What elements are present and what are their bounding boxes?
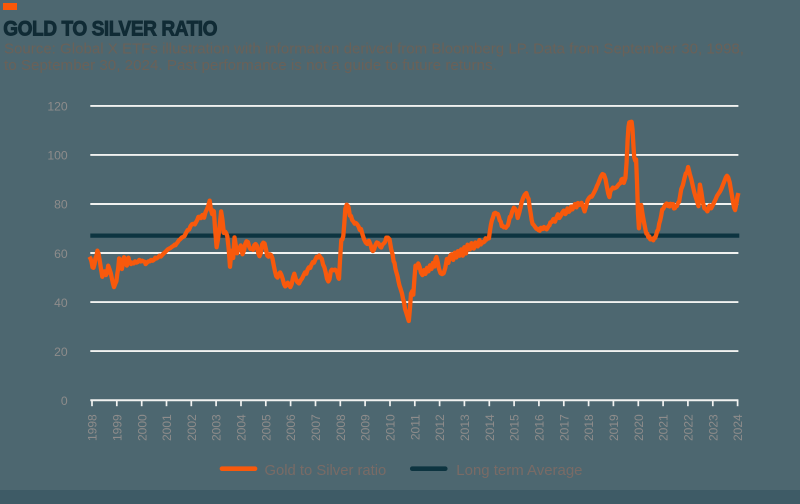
svg-text:2018: 2018: [582, 414, 596, 441]
svg-text:2015: 2015: [508, 414, 522, 441]
svg-text:0: 0: [61, 394, 68, 408]
svg-text:2006: 2006: [284, 414, 298, 441]
svg-text:80: 80: [54, 198, 68, 212]
svg-text:120: 120: [47, 100, 68, 114]
svg-text:2016: 2016: [533, 414, 547, 441]
svg-text:2022: 2022: [682, 414, 696, 441]
svg-text:2008: 2008: [334, 414, 348, 441]
svg-text:20: 20: [54, 345, 68, 359]
svg-text:2017: 2017: [557, 414, 571, 441]
svg-text:2024: 2024: [731, 414, 745, 441]
svg-text:2010: 2010: [384, 414, 398, 441]
svg-text:GOLD TO SILVER RATIO: GOLD TO SILVER RATIO: [3, 18, 217, 41]
svg-text:60: 60: [54, 247, 68, 261]
svg-text:2003: 2003: [210, 414, 224, 441]
svg-text:Source: Global X ETFs illustra: Source: Global X ETFs illustration with …: [4, 41, 744, 58]
svg-text:2012: 2012: [433, 414, 447, 441]
svg-text:1998: 1998: [86, 414, 100, 441]
svg-text:2013: 2013: [458, 414, 472, 441]
svg-text:2009: 2009: [359, 414, 373, 441]
svg-text:2004: 2004: [235, 414, 249, 441]
svg-text:Long term Average: Long term Average: [456, 463, 582, 479]
svg-text:2005: 2005: [259, 414, 273, 441]
svg-text:2019: 2019: [607, 414, 621, 441]
svg-text:2007: 2007: [309, 414, 323, 441]
svg-text:40: 40: [54, 296, 68, 310]
svg-text:1999: 1999: [110, 414, 124, 441]
svg-text:2011: 2011: [408, 414, 422, 440]
svg-text:2002: 2002: [185, 414, 199, 441]
svg-text:to September 30, 2024. Past pe: to September 30, 2024. Past performance …: [4, 57, 497, 74]
svg-text:Gold to Silver ratio: Gold to Silver ratio: [265, 463, 387, 479]
svg-text:2021: 2021: [657, 414, 671, 441]
svg-text:100: 100: [47, 149, 68, 163]
svg-text:2014: 2014: [483, 414, 497, 441]
svg-text:2023: 2023: [706, 414, 720, 441]
svg-text:2020: 2020: [632, 414, 646, 441]
svg-text:2001: 2001: [160, 414, 174, 441]
svg-text:2000: 2000: [135, 414, 149, 441]
